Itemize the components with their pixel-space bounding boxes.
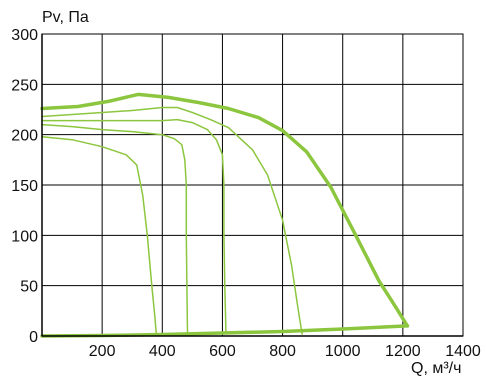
y-axis-label: Pv, Па [42, 9, 89, 26]
series-system-curve-5 [40, 324, 410, 338]
y-tick-label: 300 [11, 27, 38, 44]
series-speed-curve-3 [41, 123, 189, 335]
y-tick-label: 250 [11, 77, 38, 94]
y-tick-label: 100 [11, 228, 38, 245]
x-tick-label: 1400 [445, 343, 481, 360]
series-speed-curve-2 [41, 118, 227, 335]
y-tick-label: 200 [11, 128, 38, 145]
series-speed-curve-4 [41, 135, 158, 335]
x-tick-label: 400 [149, 343, 176, 360]
x-tick-label: 800 [269, 343, 296, 360]
x-tick-label: 200 [89, 343, 116, 360]
x-axis-label: Q, м³/ч [411, 360, 461, 377]
x-tick-label: 1200 [385, 343, 421, 360]
y-tick-label: 50 [20, 279, 38, 296]
tick-labels: 0 50 100 150 200 250 300 200 400 600 800 1000 1200 14… [11, 27, 481, 360]
y-tick-label: 0 [29, 329, 38, 346]
x-tick-label: 1000 [325, 343, 361, 360]
y-tick-label: 150 [11, 178, 38, 195]
plot-frame [41, 33, 464, 337]
x-tick-label: 600 [209, 343, 236, 360]
series-speed-curve-1 [41, 106, 303, 335]
series-max-curve-0 [40, 92, 410, 328]
grid [42, 34, 463, 336]
series-layer [40, 92, 410, 338]
